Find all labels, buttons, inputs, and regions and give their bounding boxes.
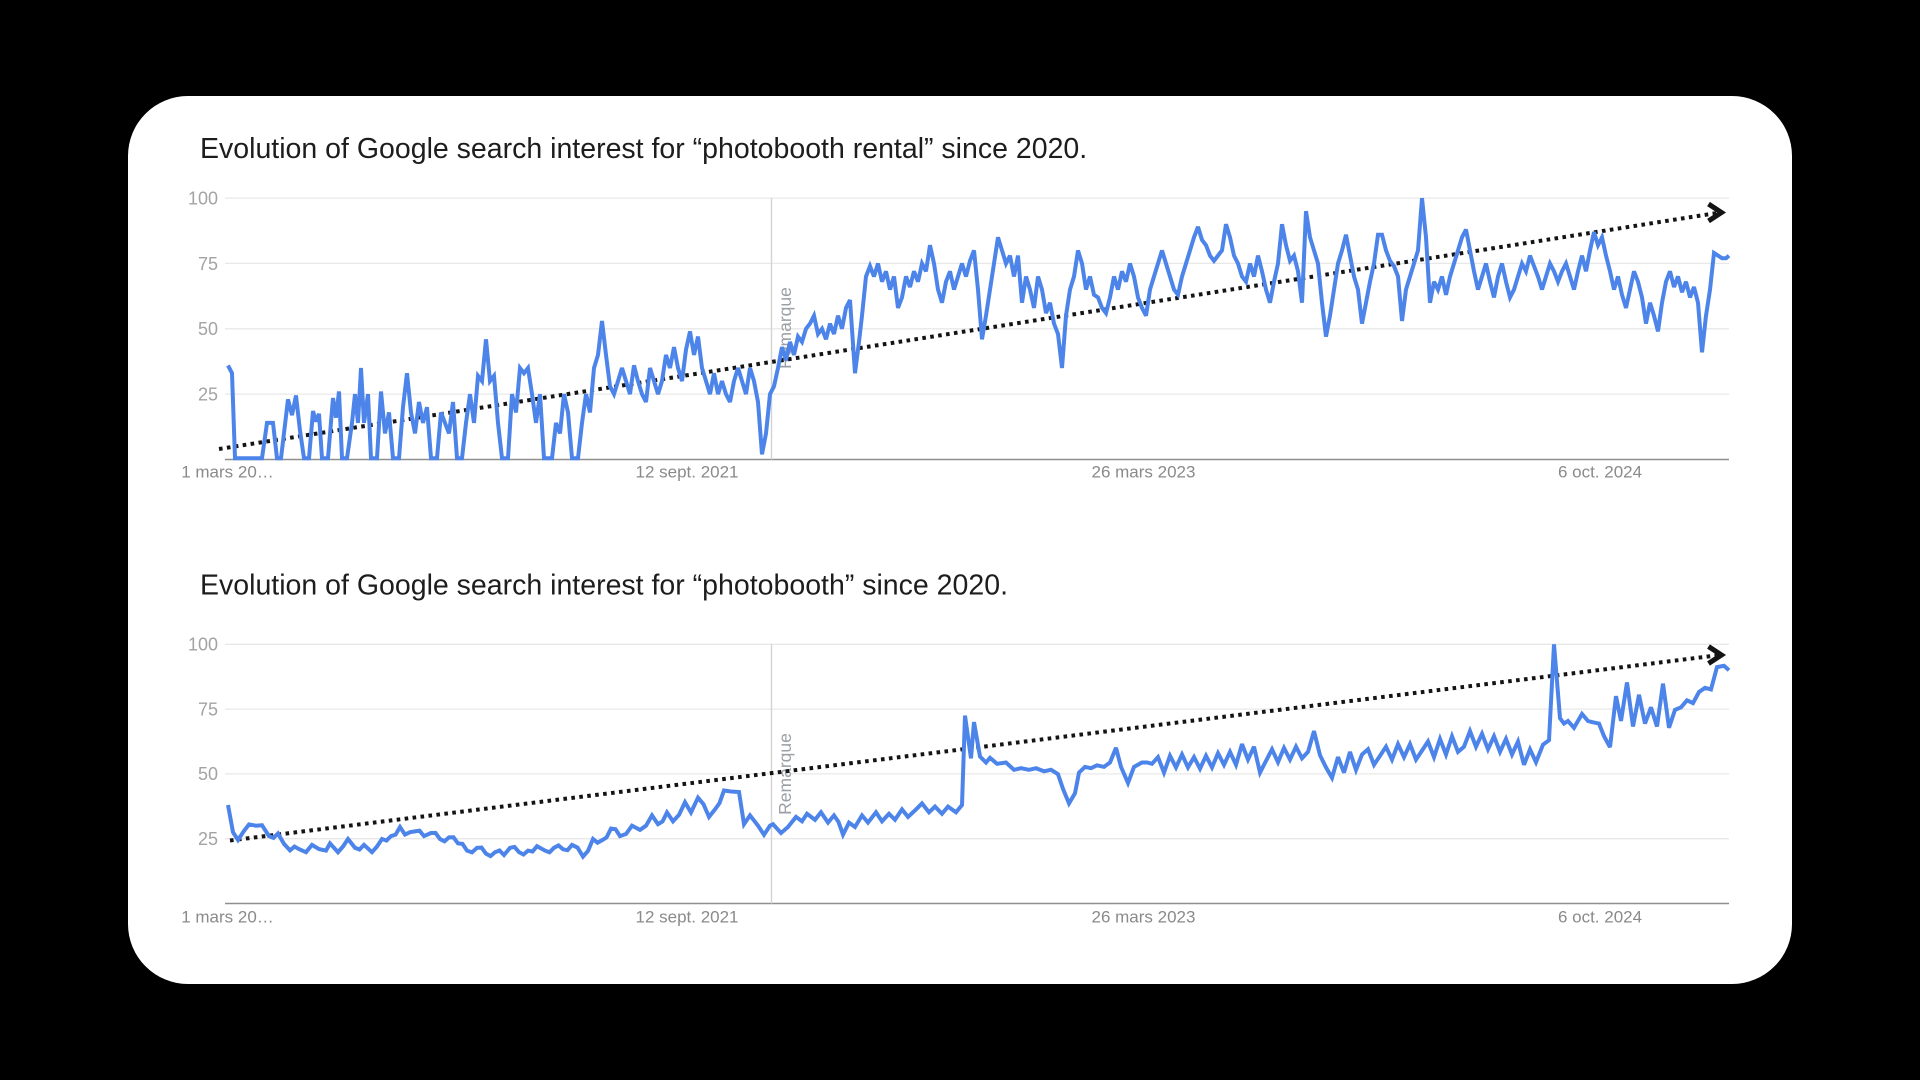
svg-text:100: 100 — [188, 188, 218, 208]
svg-text:50: 50 — [198, 319, 218, 339]
svg-text:12 sept. 2021: 12 sept. 2021 — [635, 908, 738, 927]
svg-text:1 mars 20…: 1 mars 20… — [181, 463, 274, 482]
svg-text:Evolution of Google search int: Evolution of Google search interest for … — [200, 133, 1087, 165]
svg-text:50: 50 — [198, 764, 218, 784]
svg-text:6 oct. 2024: 6 oct. 2024 — [1558, 463, 1642, 482]
svg-text:75: 75 — [198, 254, 218, 274]
svg-text:26 mars 2023: 26 mars 2023 — [1092, 908, 1196, 927]
svg-text:6 oct. 2024: 6 oct. 2024 — [1558, 908, 1642, 927]
svg-text:25: 25 — [198, 384, 218, 404]
svg-text:1 mars 20…: 1 mars 20… — [181, 908, 274, 927]
svg-text:75: 75 — [198, 699, 218, 719]
svg-text:Evolution of Google search int: Evolution of Google search interest for … — [200, 570, 1008, 602]
svg-text:100: 100 — [188, 635, 218, 655]
svg-text:12 sept. 2021: 12 sept. 2021 — [635, 463, 738, 482]
svg-text:Remarque: Remarque — [775, 733, 795, 815]
svg-text:26 mars 2023: 26 mars 2023 — [1092, 463, 1196, 482]
svg-text:25: 25 — [198, 829, 218, 849]
